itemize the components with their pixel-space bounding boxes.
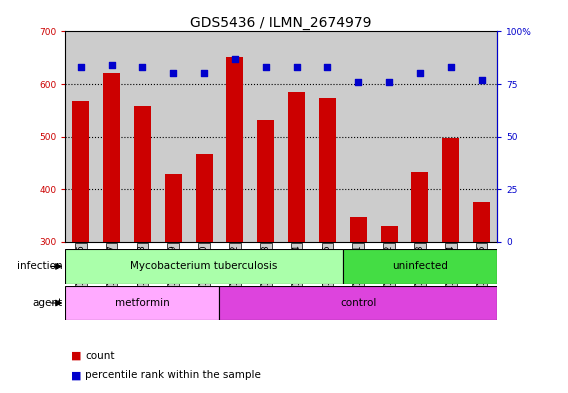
Bar bbox=[350, 217, 367, 242]
Point bbox=[354, 79, 363, 85]
Point bbox=[169, 70, 178, 77]
Point bbox=[385, 79, 394, 85]
Bar bbox=[227, 57, 243, 242]
Text: uninfected: uninfected bbox=[392, 261, 448, 272]
Text: ■: ■ bbox=[71, 370, 81, 380]
Point bbox=[292, 64, 301, 70]
Text: ■: ■ bbox=[71, 351, 81, 361]
Point bbox=[76, 64, 85, 70]
Bar bbox=[442, 138, 459, 242]
Text: control: control bbox=[340, 298, 377, 308]
Point bbox=[261, 64, 270, 70]
Bar bbox=[319, 98, 336, 242]
Bar bbox=[103, 73, 120, 242]
Point bbox=[138, 64, 147, 70]
Point bbox=[107, 62, 116, 68]
Point bbox=[446, 64, 456, 70]
Text: Mycobacterium tuberculosis: Mycobacterium tuberculosis bbox=[131, 261, 278, 272]
Bar bbox=[411, 172, 428, 242]
Text: agent: agent bbox=[32, 298, 62, 308]
Bar bbox=[343, 249, 497, 284]
Point bbox=[199, 70, 208, 77]
Title: GDS5436 / ILMN_2674979: GDS5436 / ILMN_2674979 bbox=[190, 17, 372, 30]
Bar bbox=[381, 226, 398, 242]
Bar bbox=[72, 101, 89, 242]
Text: count: count bbox=[85, 351, 115, 361]
Point bbox=[323, 64, 332, 70]
Bar bbox=[257, 120, 274, 242]
Bar bbox=[134, 106, 151, 242]
Bar bbox=[219, 286, 497, 320]
Text: percentile rank within the sample: percentile rank within the sample bbox=[85, 370, 261, 380]
Bar bbox=[65, 249, 343, 284]
Bar bbox=[288, 92, 305, 242]
Bar bbox=[165, 174, 182, 242]
Text: metformin: metformin bbox=[115, 298, 170, 308]
Bar bbox=[65, 286, 219, 320]
Point bbox=[231, 56, 240, 62]
Bar bbox=[473, 202, 490, 242]
Point bbox=[477, 77, 486, 83]
Point bbox=[415, 70, 424, 77]
Bar bbox=[195, 154, 212, 242]
Text: infection: infection bbox=[17, 261, 62, 272]
